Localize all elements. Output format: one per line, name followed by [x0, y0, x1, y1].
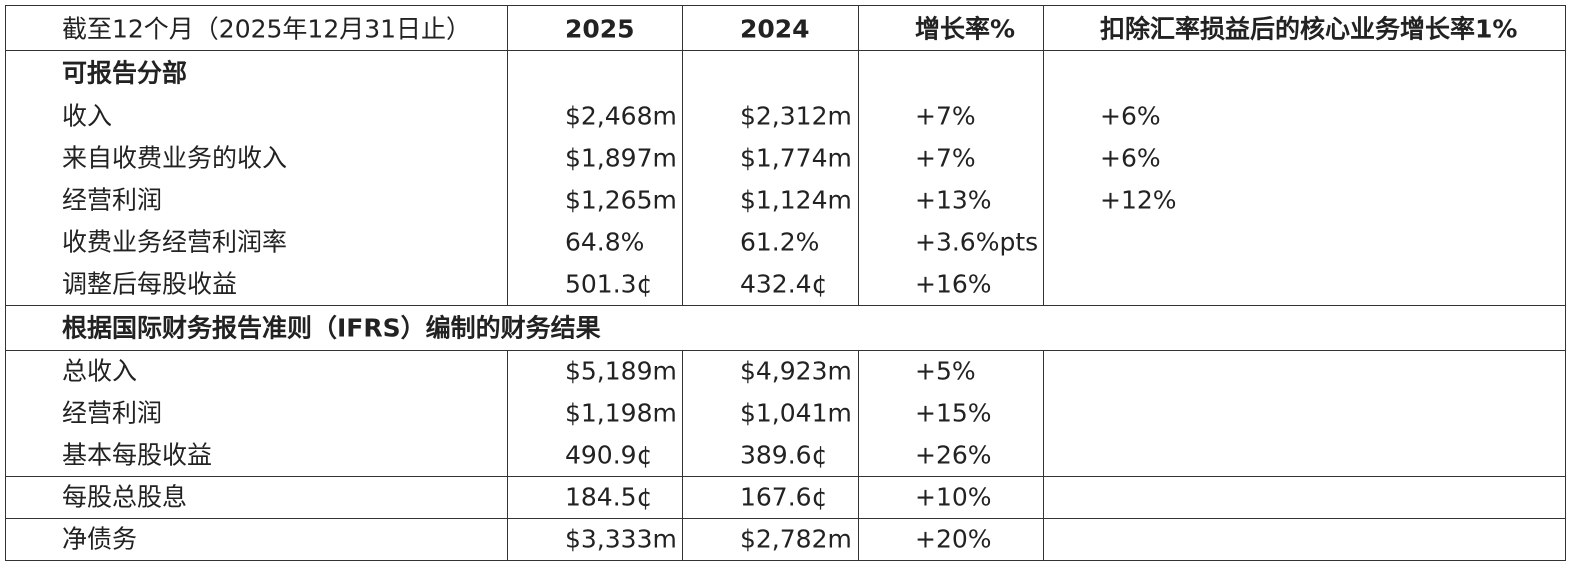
cell: $1,198m — [565, 398, 677, 428]
cell: $4,923m — [740, 356, 852, 386]
column-border — [682, 350, 683, 476]
cell: +7% — [915, 101, 976, 131]
row-border — [5, 476, 1566, 477]
cell: $1,124m — [740, 185, 852, 215]
table-border — [5, 5, 6, 560]
cell: +5% — [915, 356, 976, 386]
cell: 184.5¢ — [565, 482, 653, 512]
cell: +20% — [915, 524, 992, 554]
cell: 61.2% — [740, 227, 820, 257]
cell: 调整后每股收益 — [62, 269, 238, 299]
column-border — [1043, 476, 1044, 518]
cell: +26% — [915, 440, 992, 470]
header-cell: 增长率% — [915, 14, 1016, 44]
column-border — [507, 95, 508, 305]
cell: $3,333m — [565, 524, 677, 554]
column-border — [1043, 5, 1044, 50]
cell: +16% — [915, 269, 992, 299]
cell: 432.4¢ — [740, 269, 828, 299]
cell: 490.9¢ — [565, 440, 653, 470]
header-cell: 截至12个月（2025年12月31日止） — [62, 14, 472, 44]
cell: 389.6¢ — [740, 440, 828, 470]
row-border — [5, 518, 1566, 519]
cell: $2,468m — [565, 101, 677, 131]
column-border — [682, 50, 683, 95]
column-border — [682, 518, 683, 560]
cell: 每股总股息 — [62, 482, 188, 512]
column-border — [507, 476, 508, 518]
row-border — [5, 5, 1566, 6]
cell: 来自收费业务的收入 — [62, 143, 288, 173]
cell: +12% — [1100, 185, 1177, 215]
row-border — [5, 305, 1566, 306]
cell: +3.6%pts — [915, 227, 1039, 257]
cell: $1,774m — [740, 143, 852, 173]
cell: +13% — [915, 185, 992, 215]
section-title: 根据国际财务报告准则（IFRS）编制的财务结果 — [62, 313, 601, 343]
cell: $2,782m — [740, 524, 852, 554]
header-cell: 扣除汇率损益后的核心业务增长率1% — [1100, 14, 1518, 44]
cell: 167.6¢ — [740, 482, 828, 512]
column-border — [858, 5, 859, 50]
column-border — [858, 50, 859, 95]
cell: $1,041m — [740, 398, 852, 428]
column-border — [682, 95, 683, 305]
row-border — [5, 560, 1566, 561]
cell: +10% — [915, 482, 992, 512]
row-border — [5, 50, 1566, 51]
row-border — [5, 350, 1566, 351]
cell: 经营利润 — [62, 185, 163, 215]
cell: 基本每股收益 — [62, 440, 213, 470]
section-title: 可报告分部 — [62, 58, 188, 88]
column-border — [1043, 350, 1044, 476]
cell: +15% — [915, 398, 992, 428]
column-border — [858, 476, 859, 518]
column-border — [1043, 50, 1044, 95]
column-border — [858, 95, 859, 305]
column-border — [682, 476, 683, 518]
cell: $1,265m — [565, 185, 677, 215]
column-border — [507, 518, 508, 560]
cell: 501.3¢ — [565, 269, 653, 299]
cell: 经营利润 — [62, 398, 163, 428]
column-border — [507, 350, 508, 476]
column-border — [858, 518, 859, 560]
cell: 收入 — [62, 101, 113, 131]
header-cell: 2024 — [740, 14, 810, 44]
cell: +6% — [1100, 101, 1161, 131]
cell: 收费业务经营利润率 — [62, 227, 288, 257]
column-border — [507, 50, 508, 95]
header-cell: 2025 — [565, 14, 635, 44]
cell: $2,312m — [740, 101, 852, 131]
cell: +6% — [1100, 143, 1161, 173]
cell: $1,897m — [565, 143, 677, 173]
cell: 总收入 — [62, 356, 138, 386]
table-border — [1565, 5, 1566, 560]
cell: +7% — [915, 143, 976, 173]
cell: 64.8% — [565, 227, 645, 257]
column-border — [858, 350, 859, 476]
column-border — [1043, 95, 1044, 305]
column-border — [507, 5, 508, 50]
column-border — [1043, 518, 1044, 560]
cell: $5,189m — [565, 356, 677, 386]
cell: 净债务 — [62, 524, 138, 554]
column-border — [682, 5, 683, 50]
